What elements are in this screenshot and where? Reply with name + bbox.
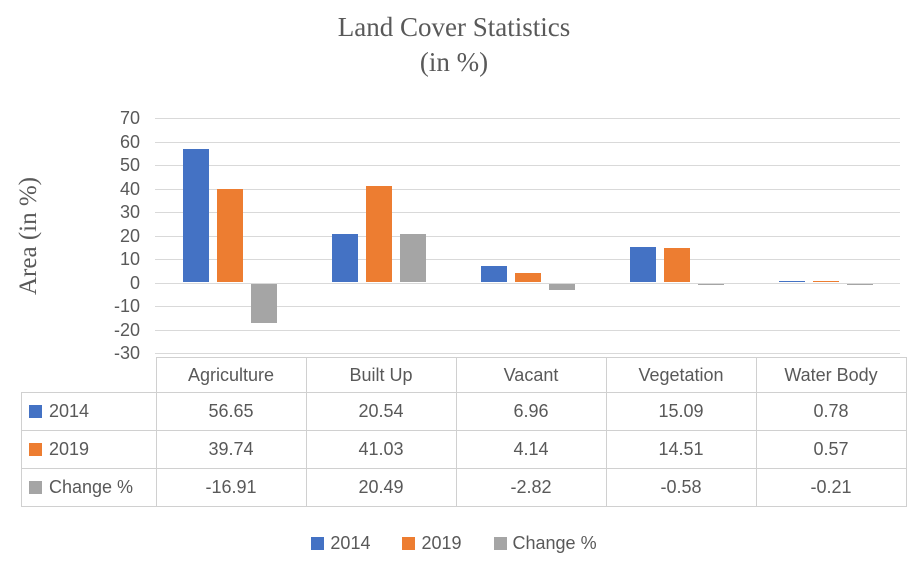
bar-2019-water-body <box>812 281 839 283</box>
table-cell-2014-agriculture: 56.65 <box>155 392 307 431</box>
gridline-50 <box>155 165 900 166</box>
y-tick-label: -10 <box>113 296 140 316</box>
table-cell-2019-agriculture: 39.74 <box>155 430 307 469</box>
table-cell-change-agriculture: -16.91 <box>155 468 307 507</box>
table-row-change: Change % -16.91 20.49 -2.82 -0.58 -0.21 <box>21 468 907 507</box>
legend-item-change: Change % <box>493 532 597 554</box>
table-cell-2019-water-body: 0.57 <box>755 430 907 469</box>
table-cell-2014-vegetation: 15.09 <box>605 392 757 431</box>
gridline-30 <box>155 212 900 213</box>
table-cell-2019-built-up: 41.03 <box>305 430 457 469</box>
legend-label: 2014 <box>330 532 371 553</box>
data-table: Agriculture Built Up Vacant Vegetation Water… <box>21 357 907 507</box>
y-tick-label: 0 <box>129 272 140 293</box>
gridline-0 <box>155 282 900 284</box>
gridline-40 <box>155 188 900 190</box>
y-tick-label: 10 <box>119 249 140 269</box>
column-header-agriculture: Agriculture <box>155 357 307 393</box>
bar-2014-built-up <box>331 234 358 283</box>
gridline-70 <box>155 118 900 119</box>
bar-change-agriculture <box>250 283 277 324</box>
bar-change-vegetation <box>697 283 724 285</box>
row-header-2014: 2014 <box>21 392 157 431</box>
table-cell-change-built-up: 20.49 <box>305 468 457 507</box>
y-tick-label: 50 <box>119 155 140 175</box>
y-tick-label: 70 <box>119 108 140 128</box>
gridline-10 <box>155 259 900 260</box>
bar-change-vacant <box>548 283 575 291</box>
chart-title-line1: Land Cover Statistics <box>337 12 571 42</box>
y-tick-label: -20 <box>113 319 140 340</box>
table-corner-cell <box>22 358 157 393</box>
chart-title-line2: (in %) <box>419 47 489 77</box>
table-cell-change-vegetation: -0.58 <box>605 468 757 507</box>
bar-2014-water-body <box>778 280 805 283</box>
legend-item-2019: 2019 <box>402 532 462 554</box>
y-axis-title: Area (in %) <box>15 177 42 295</box>
legend-swatch-icon <box>402 536 416 550</box>
series-swatch-icon <box>29 405 42 418</box>
plot-area <box>155 118 900 354</box>
table-row-2014: 2014 56.65 20.54 6.96 15.09 0.78 <box>21 392 907 431</box>
y-tick-label: 60 <box>119 131 140 152</box>
table-cell-2014-water-body: 0.78 <box>755 392 907 431</box>
y-tick-label: 20 <box>119 225 140 246</box>
bar-2014-vegetation <box>629 247 656 283</box>
column-header-vacant: Vacant <box>455 357 607 393</box>
bar-2019-vacant <box>514 272 541 283</box>
row-header-2019: 2019 <box>21 430 157 469</box>
gridline-20 <box>155 235 900 237</box>
legend-label: Change % <box>512 532 597 553</box>
legend-swatch-icon <box>493 536 507 550</box>
gridline--20 <box>155 329 900 331</box>
legend-item-2014: 2014 <box>311 533 370 554</box>
column-header-vegetation: Vegetation <box>605 357 757 393</box>
table-header-row: Agriculture Built Up Vacant Vegetation Water… <box>22 357 907 393</box>
bar-2019-built-up <box>365 186 392 283</box>
table-cell-2019-vegetation: 14.51 <box>605 430 757 469</box>
bar-change-water-body <box>846 283 873 285</box>
table-cell-2014-built-up: 20.54 <box>305 392 457 431</box>
gridline-60 <box>155 141 900 143</box>
table-row-2019: 2019 39.74 41.03 4.14 14.51 0.57 <box>21 430 907 469</box>
bar-2019-agriculture <box>216 189 243 283</box>
chart-title: Land Cover Statistics (in %) <box>0 10 908 80</box>
legend-label: 2019 <box>421 532 462 553</box>
row-header-change: Change % <box>21 468 157 507</box>
y-tick-label: 40 <box>119 178 140 199</box>
gridline--10 <box>155 306 900 307</box>
series-swatch-icon <box>29 481 42 494</box>
series-swatch-icon <box>29 443 42 456</box>
table-cell-2014-vacant: 6.96 <box>455 392 607 431</box>
gridline--30 <box>155 353 900 354</box>
bar-2014-agriculture <box>182 149 209 283</box>
table-cell-2019-vacant: 4.14 <box>455 430 607 469</box>
table-cell-change-vacant: -2.82 <box>455 468 607 507</box>
chart-legend: 2014 2019 Change % <box>0 530 908 556</box>
y-tick-label: 30 <box>119 202 140 222</box>
column-header-built-up: Built Up <box>305 357 457 393</box>
legend-swatch-icon <box>311 536 325 550</box>
column-header-water-body: Water Body <box>755 357 907 393</box>
bar-change-built-up <box>399 234 426 283</box>
bar-2019-vegetation <box>663 248 690 283</box>
table-cell-change-water-body: -0.21 <box>755 468 907 507</box>
bar-2014-vacant <box>480 266 507 283</box>
